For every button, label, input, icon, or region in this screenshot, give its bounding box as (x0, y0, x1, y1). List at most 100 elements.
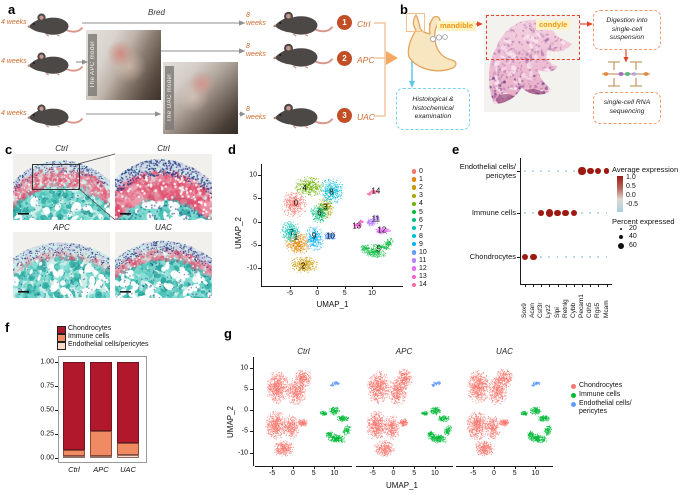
x-tick-mark (292, 466, 294, 469)
gene-tick-mark (549, 284, 551, 287)
expression-dot (524, 170, 526, 172)
umap-y-axis (261, 164, 262, 287)
cluster-label-6: 6 (317, 208, 322, 218)
expression-dot (521, 253, 529, 261)
histology-title: APC (53, 223, 70, 232)
legend-dot (412, 258, 417, 263)
legend-label: Endothelial cells/pericytes (68, 341, 149, 348)
x-tick-label: 5 (342, 290, 347, 297)
uac-model-photo: The UAC model (163, 62, 238, 134)
legend-cluster-14: 14 (419, 281, 427, 289)
y-tick-label: 0.75 (40, 382, 54, 390)
avg-expression-legend-title: Average expression (612, 165, 679, 174)
y-tick-mark (55, 434, 58, 435)
expression-dot (586, 167, 594, 175)
condyle-tag: condyle (536, 20, 571, 30)
x-tick-mark (514, 466, 516, 469)
x-tick-label: 10 (368, 290, 376, 297)
histology-image-uac (115, 232, 212, 298)
legend-dot (412, 234, 417, 239)
x-tick-mark (313, 466, 315, 469)
endpoint-age-2: 8 weeks (246, 43, 266, 59)
bar-segment (117, 455, 139, 458)
row-tick-mark (516, 257, 520, 258)
y-tick-mark (250, 410, 253, 411)
expression-dot (573, 256, 575, 258)
bred-label: Bred (148, 8, 165, 17)
expression-dot (545, 209, 554, 217)
bar-segment (63, 362, 85, 451)
legend-dot (412, 185, 417, 190)
size-legend-dot (619, 235, 623, 239)
legend-cluster-6: 6 (419, 216, 423, 224)
legend-cluster-9: 9 (419, 240, 423, 248)
endpoint-age-3: 8 weeks (246, 106, 266, 122)
percent-expressed-legend-title: Percent expressed (612, 217, 675, 226)
gene-label-retnlg: Retnlg (561, 299, 569, 318)
row-tick-mark (516, 213, 520, 214)
expression-dot (581, 256, 583, 258)
umap1-axis-label: UMAP_1 (385, 481, 418, 490)
umap-g-y-axis (253, 357, 254, 466)
age-label-3: 4 weeks (1, 110, 27, 117)
y-tick-mark (55, 362, 58, 363)
dotplot-row-label: Chondrocytes (469, 252, 516, 261)
y-tick-label: 0.00 (40, 454, 54, 462)
legend-dot (412, 217, 417, 223)
cluster-label-11: 11 (371, 214, 380, 224)
mandible-illustration (407, 14, 457, 72)
digestion-box: Digestion into single-cell suspension (593, 10, 661, 50)
expression-dot (589, 256, 592, 258)
legend-dot (412, 266, 417, 271)
gene-tick-mark (582, 284, 584, 287)
cluster-label-1: 1 (293, 232, 299, 242)
histology-image-apc (13, 232, 110, 298)
expression-dot (532, 212, 534, 214)
histology-image-ctrl (13, 154, 110, 220)
x-tick-label: 0 (290, 470, 295, 477)
x-tick-mark (372, 286, 373, 289)
legend-cluster-11: 11 (419, 257, 427, 265)
gene-label-pecam1: Pecam1 (578, 294, 586, 318)
x-tick-label: 10 (430, 470, 439, 477)
legend-dot (412, 201, 417, 206)
condyle-histology-image (484, 14, 580, 112)
panel-a-letter: a (8, 2, 16, 17)
x-tick-mark (535, 466, 537, 469)
panel-a-b-connectors (76, 20, 629, 117)
photo-label-bar: The UAC model (165, 66, 174, 130)
cluster-label-7: 7 (289, 228, 294, 238)
expression-dot (564, 256, 567, 258)
legend-dot (571, 392, 576, 398)
legend-cluster-0: 0 (419, 168, 423, 175)
gene-tick-mark (565, 284, 567, 287)
gene-tick-mark (541, 284, 543, 287)
cluster-label-13: 13 (352, 221, 362, 231)
gene-tick-mark (590, 284, 592, 287)
legend-cluster-10: 10 (419, 249, 427, 256)
expression-dot (597, 212, 600, 214)
legend-cluster-3: 3 (419, 192, 423, 200)
expression-dot (605, 212, 608, 214)
dotplot-x-axis (519, 284, 612, 285)
expression-dot (548, 170, 551, 172)
bar-segment (90, 362, 112, 432)
gene-label-sox9: Sox9 (521, 303, 528, 318)
legend-celltype-label: Immune cells (579, 391, 621, 398)
panel-g-letter: g (224, 326, 232, 341)
x-tick-label: -5 (470, 470, 477, 477)
panel-d-letter: d (228, 142, 236, 157)
x-tick-mark (493, 466, 495, 469)
gene-label-mcam: Mcam (602, 300, 610, 318)
size-legend-label: 60 (629, 242, 637, 249)
inset-connector-lines (77, 153, 116, 221)
panel-e-letter: e (452, 142, 460, 157)
umap2-axis-label: UMAP_2 (226, 405, 235, 438)
y-tick-label: -10 (237, 449, 248, 456)
legend-dot (412, 193, 417, 198)
expression-dot (548, 255, 551, 259)
histology-title: Ctrl (55, 144, 68, 153)
x-tick-label: -5 (286, 290, 294, 297)
legend-dot (571, 383, 576, 389)
x-tick-mark (289, 286, 291, 289)
